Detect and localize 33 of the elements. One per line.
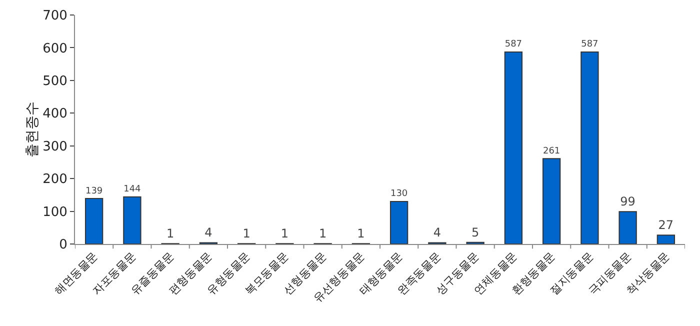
data-label: 1 xyxy=(166,226,174,241)
y-tick-label: 100 xyxy=(42,204,68,220)
y-tick-label: 200 xyxy=(42,172,68,188)
data-label: 144 xyxy=(124,184,142,195)
data-label: 261 xyxy=(542,146,560,156)
y-axis-title: 출현종수 xyxy=(24,102,41,158)
y-tick-label: 500 xyxy=(42,74,68,89)
data-label: 1 xyxy=(318,226,327,241)
bar xyxy=(84,198,104,244)
bar xyxy=(123,196,142,244)
y-tick-label: 400 xyxy=(42,106,68,122)
data-label: 1 xyxy=(357,226,365,241)
data-label: 99 xyxy=(620,194,636,209)
data-label: 27 xyxy=(658,218,674,232)
y-tick-label: 600 xyxy=(42,41,68,56)
bar xyxy=(504,51,523,244)
data-label: 5 xyxy=(471,225,480,240)
bar xyxy=(656,234,676,244)
y-tick-label: 700 xyxy=(42,8,68,24)
y-tick-label: 300 xyxy=(42,139,68,154)
data-label: 130 xyxy=(390,189,408,200)
data-label: 4 xyxy=(204,226,212,240)
data-label: 1 xyxy=(280,226,289,241)
data-label: 587 xyxy=(504,40,522,50)
bar xyxy=(580,51,599,244)
bar xyxy=(390,200,408,244)
data-label: 139 xyxy=(85,186,103,196)
data-label: 587 xyxy=(581,40,598,50)
y-tick-label: 0 xyxy=(59,238,68,253)
data-label: 4 xyxy=(433,226,442,240)
data-label: 1 xyxy=(242,226,250,241)
bar xyxy=(542,158,561,244)
bar xyxy=(618,211,637,244)
